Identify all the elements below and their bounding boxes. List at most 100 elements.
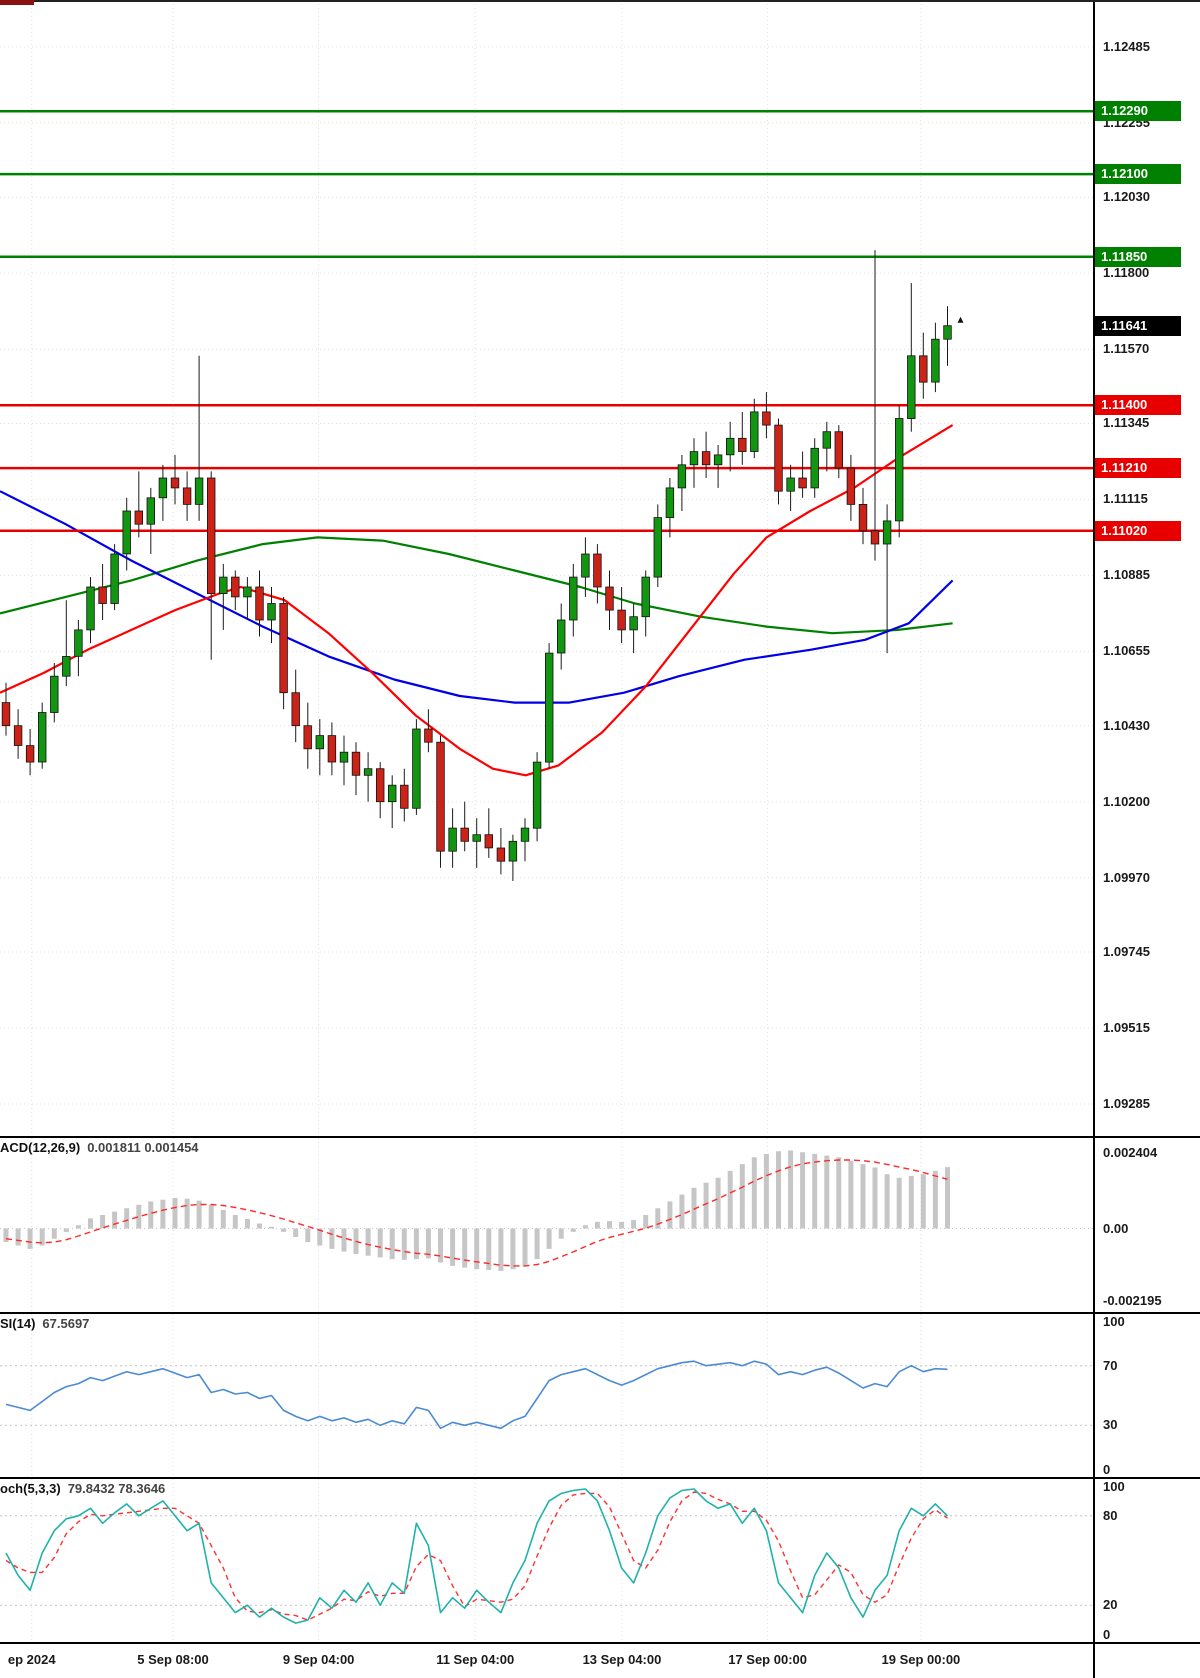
candle (387, 775, 397, 829)
candle (375, 762, 385, 819)
candle (593, 544, 602, 604)
candle (532, 752, 542, 842)
candle (460, 801, 469, 852)
candle (86, 577, 95, 644)
price-tick-label: 1.09745 (1103, 944, 1150, 959)
candle (762, 392, 771, 439)
candle (677, 454, 687, 511)
stoch-main-line (5, 1488, 949, 1624)
candle (448, 808, 457, 868)
candle (303, 702, 312, 769)
candle (400, 768, 409, 822)
support-price-label[interactable]: 1.11020 (1095, 520, 1181, 541)
candle (907, 283, 916, 432)
candle (870, 250, 880, 561)
price-tick-label: 1.12030 (1103, 189, 1150, 205)
macd-svg (0, 1138, 1093, 1312)
time-tick-label: 13 Sep 04:00 (582, 1652, 662, 1667)
candle (170, 454, 180, 505)
rsi-scale-label: 0 (1103, 1462, 1111, 1477)
candle (508, 834, 518, 881)
rsi-label: SI(14) 67.5697 (0, 1316, 89, 1331)
macd-plot[interactable]: ACD(12,26,9) 0.001811 0.001454 (0, 1138, 1095, 1312)
macd-scale-label: 0.002404 (1103, 1145, 1158, 1160)
macd-signal-line (5, 1159, 948, 1267)
candle (641, 570, 650, 637)
resistance-price-label[interactable]: 1.12100 (1095, 164, 1181, 185)
candle (194, 355, 204, 521)
candle (134, 471, 143, 538)
candle (581, 537, 590, 597)
stoch-signal-line (5, 1491, 948, 1621)
ma-line-green (0, 536, 953, 635)
candle (243, 577, 252, 620)
candle (496, 828, 506, 875)
rsi-axis[interactable]: 100 70 30 0 (1095, 1314, 1200, 1477)
stochastic-plot[interactable]: och(5,3,3) 79.8432 78.3646 (0, 1479, 1095, 1642)
candle (943, 306, 952, 366)
rsi-scale-label: 100 (1103, 1314, 1125, 1329)
candle (617, 587, 626, 644)
stochastic-name: och(5,3,3) (0, 1481, 61, 1496)
window-top-edge (0, 0, 1200, 2)
candle (665, 478, 675, 538)
price-axis[interactable]: 1.12485 1.12255 1.12030 1.11800 1.11570 1.113… (1095, 0, 1200, 1136)
resistance-price-label[interactable]: 1.11850 (1095, 246, 1181, 267)
macd-pane: ACD(12,26,9) 0.001811 0.001454 0.002404 0.… (0, 1138, 1200, 1314)
candle (424, 709, 433, 753)
time-tick-label: ep 2024 (7, 1652, 56, 1667)
support-price-label[interactable]: 1.11400 (1095, 395, 1181, 416)
macd-label: ACD(12,26,9) 0.001811 0.001454 (0, 1140, 199, 1155)
candle (38, 702, 47, 769)
candle (701, 431, 711, 478)
stochastic-axis[interactable]: 100 80 20 0 (1095, 1479, 1200, 1642)
price-tick-label: 1.11570 (1103, 341, 1150, 357)
candlestick-plot[interactable] (0, 0, 1095, 1136)
time-axis-corner (1095, 1644, 1200, 1678)
price-tick-label: 1.09285 (1103, 1095, 1150, 1111)
rsi-line (5, 1360, 948, 1430)
candle (713, 445, 723, 488)
price-tick-label: 1.11800 (1103, 265, 1150, 281)
candle (412, 719, 421, 815)
candle (206, 471, 216, 660)
time-tick-label: 19 Sep 00:00 (881, 1652, 961, 1667)
price-tick-label: 1.10655 (1103, 643, 1150, 659)
candle (545, 643, 554, 769)
main-chart-pane: 1.12485 1.12255 1.12030 1.11800 1.11570 1.113… (0, 0, 1200, 1138)
rsi-scale-label: 70 (1103, 1357, 1118, 1373)
stochastic-values: 79.8432 78.3646 (67, 1481, 166, 1496)
candle (363, 752, 373, 802)
price-tick-label: 1.12485 (1103, 38, 1150, 54)
candle (472, 818, 481, 868)
candle (738, 411, 747, 465)
candle (484, 808, 493, 858)
macd-scale-label: 0.00 (1103, 1220, 1129, 1236)
price-tick-label: 1.11115 (1103, 491, 1148, 507)
price-tick-label: 1.10885 (1103, 567, 1150, 583)
stoch-scale-label: 20 (1103, 1597, 1118, 1613)
candle (255, 570, 264, 637)
candle (605, 570, 614, 630)
stochastic-pane: och(5,3,3) 79.8432 78.3646 100 80 20 0 (0, 1479, 1200, 1644)
last-price-marker (957, 316, 964, 323)
price-tick-label: 1.09515 (1103, 1019, 1150, 1035)
resistance-price-label[interactable]: 1.12290 (1095, 101, 1181, 122)
support-price-label[interactable]: 1.11210 (1095, 458, 1181, 479)
rsi-plot[interactable]: SI(14) 67.5697 (0, 1314, 1095, 1477)
candle (327, 722, 337, 776)
candle (858, 487, 868, 545)
macd-axis[interactable]: 0.002404 0.00 -0.002195 (1095, 1138, 1200, 1312)
candle (351, 742, 361, 796)
ma-line-red (0, 424, 954, 777)
time-axis-labels[interactable]: ep 2024 5 Sep 08:00 9 Sep 04:00 11 Sep 04:0… (0, 1644, 1095, 1678)
candle (520, 818, 530, 862)
time-axis[interactable]: ep 2024 5 Sep 08:00 9 Sep 04:00 11 Sep 04:0… (0, 1644, 1200, 1678)
candle (25, 729, 35, 776)
candle (629, 603, 638, 654)
ma-line-blue (0, 490, 954, 704)
current-price-label: 1.11641 (1095, 315, 1181, 336)
candle (436, 735, 445, 868)
candle (182, 471, 192, 521)
candle (569, 563, 578, 637)
